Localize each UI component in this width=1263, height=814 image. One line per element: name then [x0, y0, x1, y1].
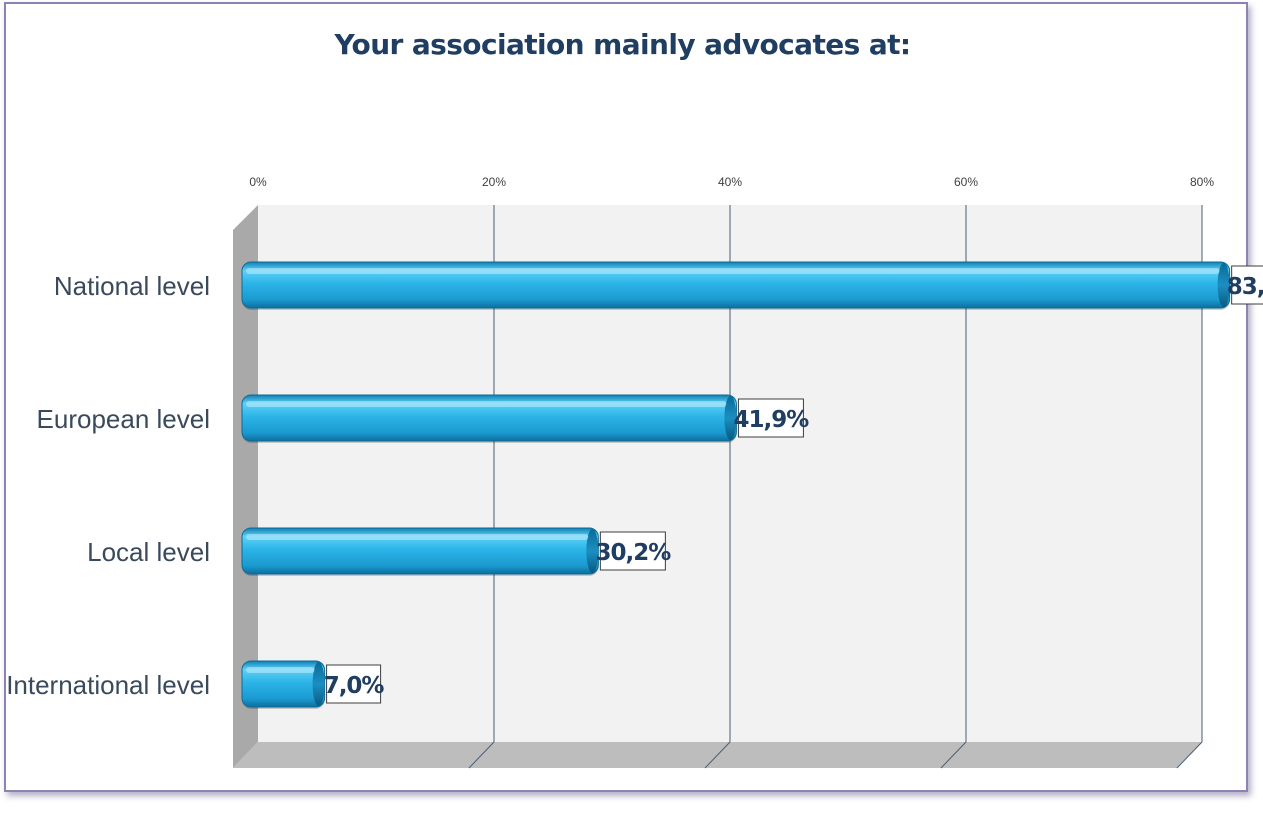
data-label: 30,2%	[595, 531, 672, 571]
x-tick-label: 80%	[1190, 175, 1214, 189]
data-label: 7,0%	[324, 664, 385, 704]
gridline-floor	[1176, 741, 1203, 769]
bar	[241, 261, 1231, 310]
bar	[241, 527, 599, 576]
gridline-floor	[940, 741, 967, 769]
y-axis: National level European level Local level I…	[6, 271, 210, 700]
category-label: International level	[6, 670, 210, 700]
x-tick-label: 60%	[954, 175, 978, 189]
data-label: 83,7%	[1227, 265, 1263, 305]
bar	[241, 660, 326, 709]
x-tick-label: 20%	[482, 175, 506, 189]
x-tick-label: 0%	[249, 175, 267, 189]
svg-text:30,2%: 30,2%	[595, 540, 671, 566]
category-label: European level	[37, 404, 210, 434]
bars	[241, 261, 1231, 709]
svg-text:7,0%: 7,0%	[324, 673, 385, 699]
data-label: 41,9%	[734, 398, 810, 438]
category-label: National level	[54, 271, 210, 301]
chart-title: Your association mainly advocates at:	[334, 28, 911, 61]
bar	[241, 394, 737, 443]
svg-text:41,9%: 41,9%	[734, 407, 810, 433]
plot-side-wall	[233, 205, 258, 768]
gridline-floor	[704, 741, 731, 769]
x-axis: 0% 20% 40% 60% 80%	[249, 175, 1214, 189]
category-label: Local level	[87, 537, 210, 567]
gridline-floor	[468, 741, 495, 769]
x-tick-label: 40%	[718, 175, 742, 189]
svg-text:83,7%: 83,7%	[1227, 274, 1263, 300]
data-labels: 83,7% 41,9% 30,2% 7,0%	[324, 265, 1263, 704]
